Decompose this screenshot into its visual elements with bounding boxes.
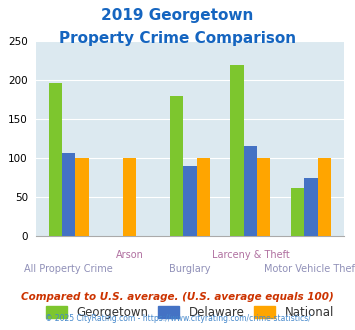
- Text: © 2025 CityRating.com - https://www.cityrating.com/crime-statistics/: © 2025 CityRating.com - https://www.city…: [45, 314, 310, 323]
- Bar: [76, 158, 89, 236]
- Bar: [170, 96, 183, 236]
- Text: Motor Vehicle Theft: Motor Vehicle Theft: [264, 264, 355, 274]
- Text: Larceny & Theft: Larceny & Theft: [212, 250, 289, 260]
- Bar: [49, 82, 62, 236]
- Bar: [318, 158, 331, 236]
- Text: 2019 Georgetown: 2019 Georgetown: [101, 8, 254, 23]
- Legend: Georgetown, Delaware, National: Georgetown, Delaware, National: [40, 300, 340, 325]
- Bar: [197, 158, 210, 236]
- Bar: [230, 65, 244, 236]
- Text: Arson: Arson: [115, 250, 143, 260]
- Bar: [304, 178, 318, 236]
- Bar: [244, 147, 257, 236]
- Bar: [291, 188, 304, 236]
- Bar: [62, 153, 76, 236]
- Text: Compared to U.S. average. (U.S. average equals 100): Compared to U.S. average. (U.S. average …: [21, 292, 334, 302]
- Bar: [257, 158, 271, 236]
- Text: All Property Crime: All Property Crime: [24, 264, 113, 274]
- Text: Burglary: Burglary: [169, 264, 211, 274]
- Bar: [123, 158, 136, 236]
- Bar: [183, 166, 197, 236]
- Text: Property Crime Comparison: Property Crime Comparison: [59, 31, 296, 46]
